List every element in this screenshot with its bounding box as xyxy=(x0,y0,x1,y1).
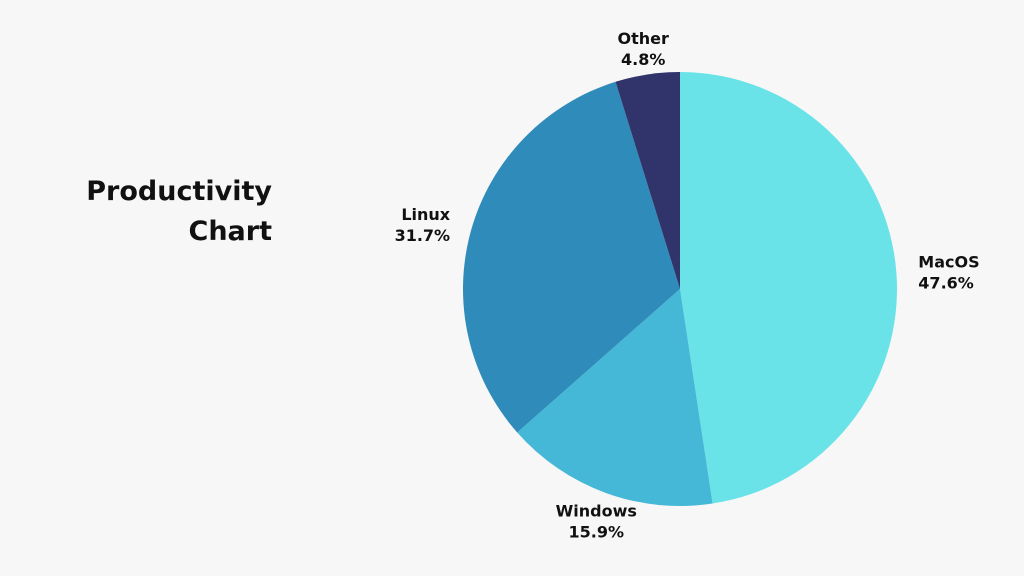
pie-slices xyxy=(463,72,897,506)
slice-value-other: 4.8% xyxy=(621,50,665,69)
slice-category-other: Other xyxy=(617,29,668,48)
pie-slice-other xyxy=(615,72,680,289)
slice-label-macos: MacOS 47.6% xyxy=(918,253,979,293)
pie-slice-linux xyxy=(463,81,680,433)
slice-category-windows: Windows xyxy=(556,501,637,520)
pie-labels: MacOS 47.6% Windows 15.9% Linux 31.7% Other 4.8… xyxy=(395,29,980,541)
slice-category-linux: Linux xyxy=(401,205,450,224)
slice-category-macos: MacOS xyxy=(918,253,979,272)
pie-slice-macos xyxy=(680,72,897,504)
chart-title-line-1: Productivity xyxy=(86,176,272,207)
slice-label-other: Other 4.8% xyxy=(617,29,668,69)
slice-value-linux: 31.7% xyxy=(395,226,451,245)
slice-value-macos: 47.6% xyxy=(918,274,974,293)
slice-label-windows: Windows 15.9% xyxy=(556,501,637,541)
slice-value-windows: 15.9% xyxy=(569,522,625,541)
chart-title: Productivity Chart xyxy=(60,172,272,252)
chart-title-line-2: Chart xyxy=(188,216,272,247)
slice-label-linux: Linux 31.7% xyxy=(395,205,451,245)
pie-slice-windows xyxy=(517,289,713,506)
